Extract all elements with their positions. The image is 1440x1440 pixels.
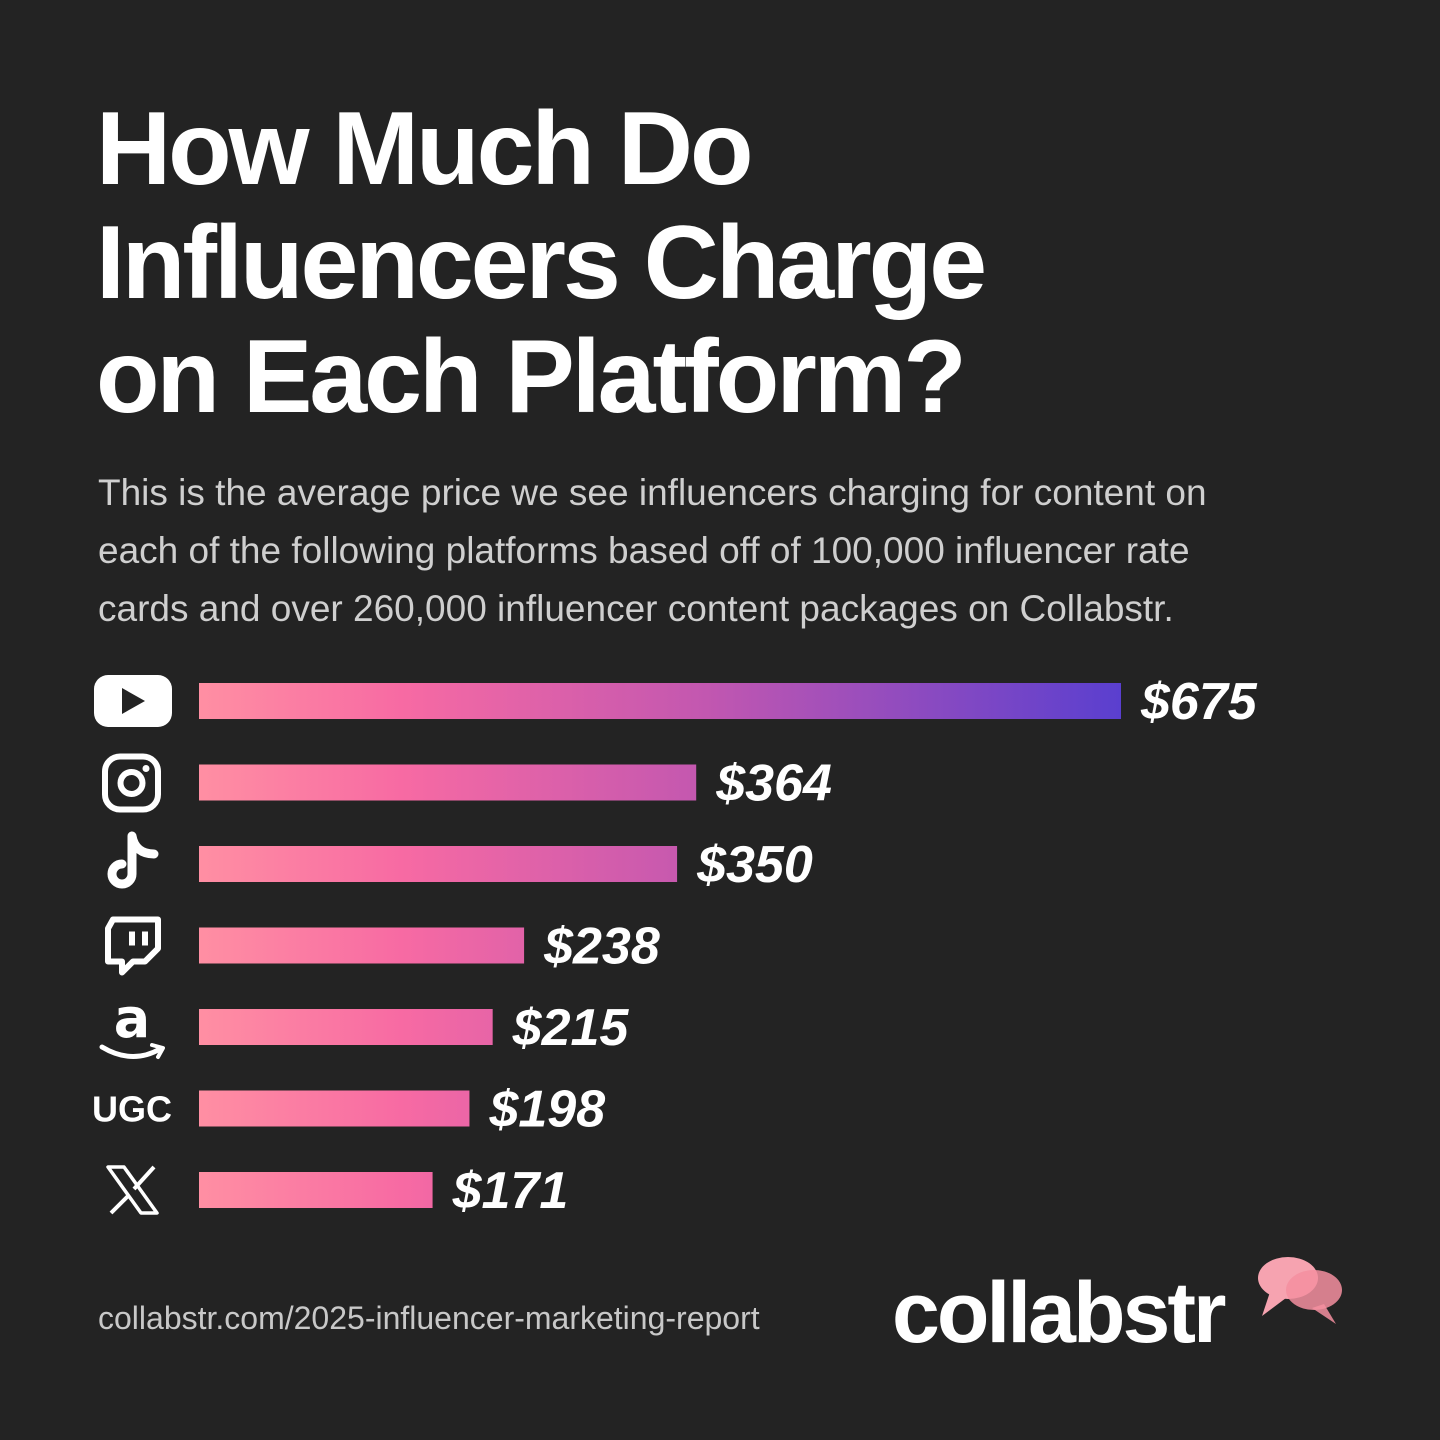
bar-twitch bbox=[199, 927, 525, 964]
bar-tiktok bbox=[199, 846, 678, 882]
bar-amazon bbox=[199, 1009, 493, 1045]
bar-ugc bbox=[199, 1090, 470, 1127]
value-label-tiktok: $350 bbox=[696, 836, 813, 894]
subtitle-line-2: each of the following platforms based of… bbox=[98, 530, 1190, 571]
bar-instagram bbox=[199, 764, 697, 801]
brand-logo: collabstr bbox=[892, 1257, 1362, 1362]
subtitle-line-3: cards and over 260,000 influencer conten… bbox=[98, 588, 1174, 629]
value-label-twitch: $238 bbox=[543, 918, 660, 976]
value-label-ugc: $198 bbox=[488, 1081, 605, 1139]
bar-youtube bbox=[199, 683, 1121, 719]
amazon-icon: a bbox=[99, 987, 165, 1060]
title-line-3: on Each Platform? bbox=[96, 319, 967, 435]
instagram-icon bbox=[102, 753, 161, 813]
chat-bubbles-icon bbox=[1258, 1257, 1342, 1324]
report-url[interactable]: collabstr.com/2025-influencer-marketing-… bbox=[98, 1300, 760, 1336]
x-icon bbox=[106, 1165, 159, 1215]
value-label-instagram: $364 bbox=[715, 755, 832, 813]
subtitle: This is the average price we see influen… bbox=[98, 464, 1358, 638]
bar-x bbox=[199, 1172, 433, 1208]
youtube-icon bbox=[94, 675, 172, 727]
page-title: How Much Do Influencers Charge on Each P… bbox=[96, 92, 1296, 434]
subtitle-line-1: This is the average price we see influen… bbox=[98, 472, 1207, 513]
twitch-icon bbox=[105, 916, 161, 976]
title-line-2: Influencers Charge bbox=[96, 205, 987, 321]
bar-chart: a UGC $675 $364 $350 $238 $215 $198 $171 bbox=[92, 673, 1258, 1220]
value-label-amazon: $215 bbox=[512, 999, 630, 1057]
svg-text:a: a bbox=[114, 987, 150, 1050]
title-line-1: How Much Do bbox=[96, 91, 753, 207]
svg-text:UGC: UGC bbox=[92, 1089, 172, 1130]
brand-wordmark: collabstr bbox=[892, 1265, 1226, 1361]
value-label-youtube: $675 bbox=[1140, 673, 1258, 731]
value-label-x: $171 bbox=[452, 1162, 569, 1220]
tiktok-icon bbox=[107, 831, 159, 889]
ugc-label: UGC bbox=[92, 1089, 172, 1130]
